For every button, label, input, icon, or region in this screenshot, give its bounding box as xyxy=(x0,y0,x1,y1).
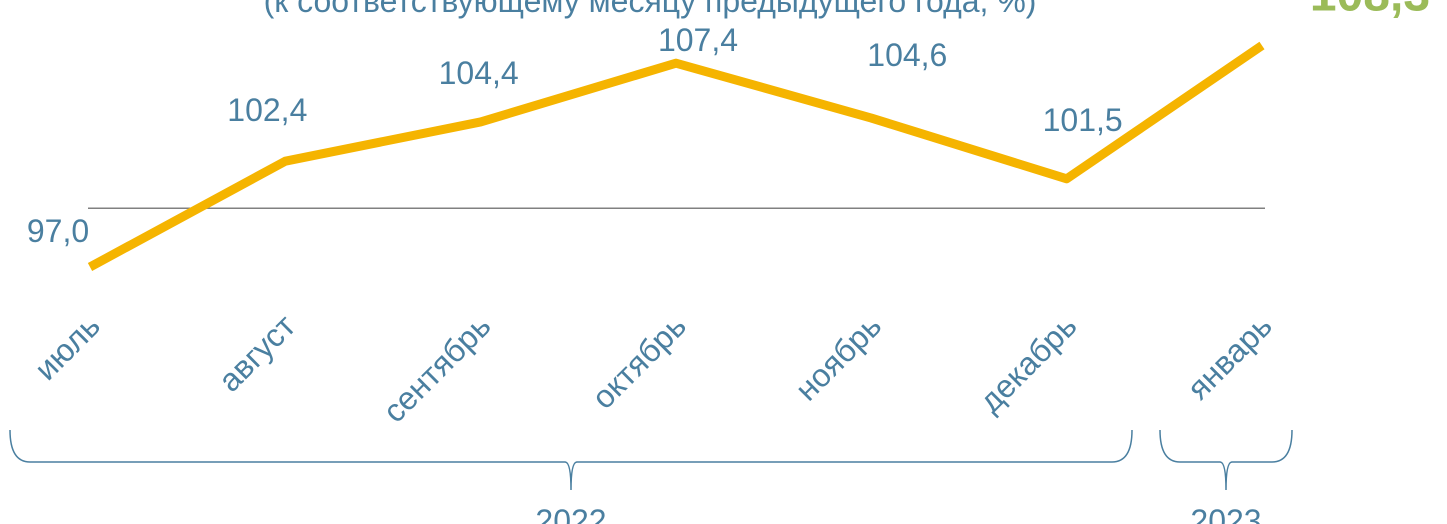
value-label: 104,4 xyxy=(439,55,519,91)
group-bracket xyxy=(9,429,1133,491)
value-label: 108,3 xyxy=(1310,0,1430,22)
value-label: 104,6 xyxy=(867,37,947,73)
value-label: 101,5 xyxy=(1043,102,1123,138)
group-label: 2022 xyxy=(535,503,606,524)
group-label: 2023 xyxy=(1190,503,1261,524)
value-label: 107,4 xyxy=(658,22,738,58)
x-tick-label: сентябрь xyxy=(376,307,498,429)
value-label: 97,0 xyxy=(27,213,89,249)
x-tick-label: август xyxy=(211,307,302,398)
x-tick-label: ноябрь xyxy=(788,307,888,407)
x-tick-label: январь xyxy=(1180,307,1279,406)
value-label: 102,4 xyxy=(227,92,307,128)
group-bracket xyxy=(1159,429,1293,491)
x-tick-label: июль xyxy=(27,307,107,387)
data-line xyxy=(87,41,1265,271)
chart-subtitle: (к соответствующему месяцу предыдущего г… xyxy=(264,0,1037,19)
x-tick-label: декабрь xyxy=(972,307,1084,419)
x-tick-label: октябрь xyxy=(585,307,693,415)
